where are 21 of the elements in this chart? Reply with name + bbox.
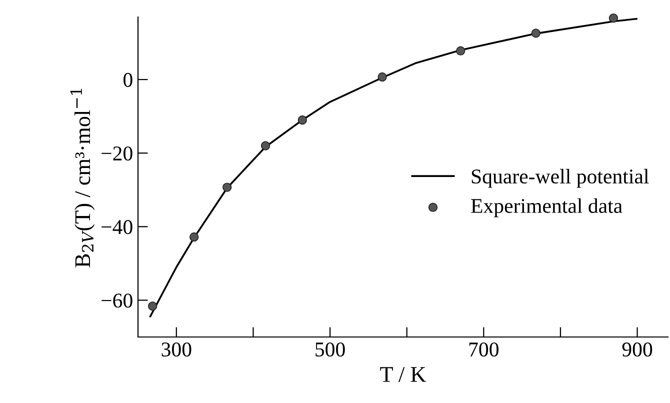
y-tick-label: −40 (102, 220, 132, 234)
x-axis-title: T / K (380, 367, 426, 382)
y-axis-title: B$_{2V}$(T) / cm³·mol$^{−1}$ (70, 88, 95, 268)
y-tick-label: −60 (102, 294, 132, 308)
point (189, 232, 199, 242)
point (148, 302, 158, 311)
point (456, 46, 466, 56)
point (608, 14, 618, 23)
legend-label: Square-well potential (472, 168, 649, 188)
point (260, 141, 270, 150)
point (298, 115, 307, 125)
y-tick-label: −20 (102, 146, 132, 161)
point (222, 182, 232, 192)
x-tick-label: 700 (469, 342, 498, 357)
legend-label: Experimental data (471, 198, 622, 218)
point (531, 28, 540, 38)
x-tick-label: 900 (622, 342, 652, 357)
y-tick-label: 0 (124, 72, 132, 87)
x-tick-label: 500 (316, 342, 345, 357)
point (378, 72, 387, 82)
x-tick-label: 300 (162, 342, 192, 357)
